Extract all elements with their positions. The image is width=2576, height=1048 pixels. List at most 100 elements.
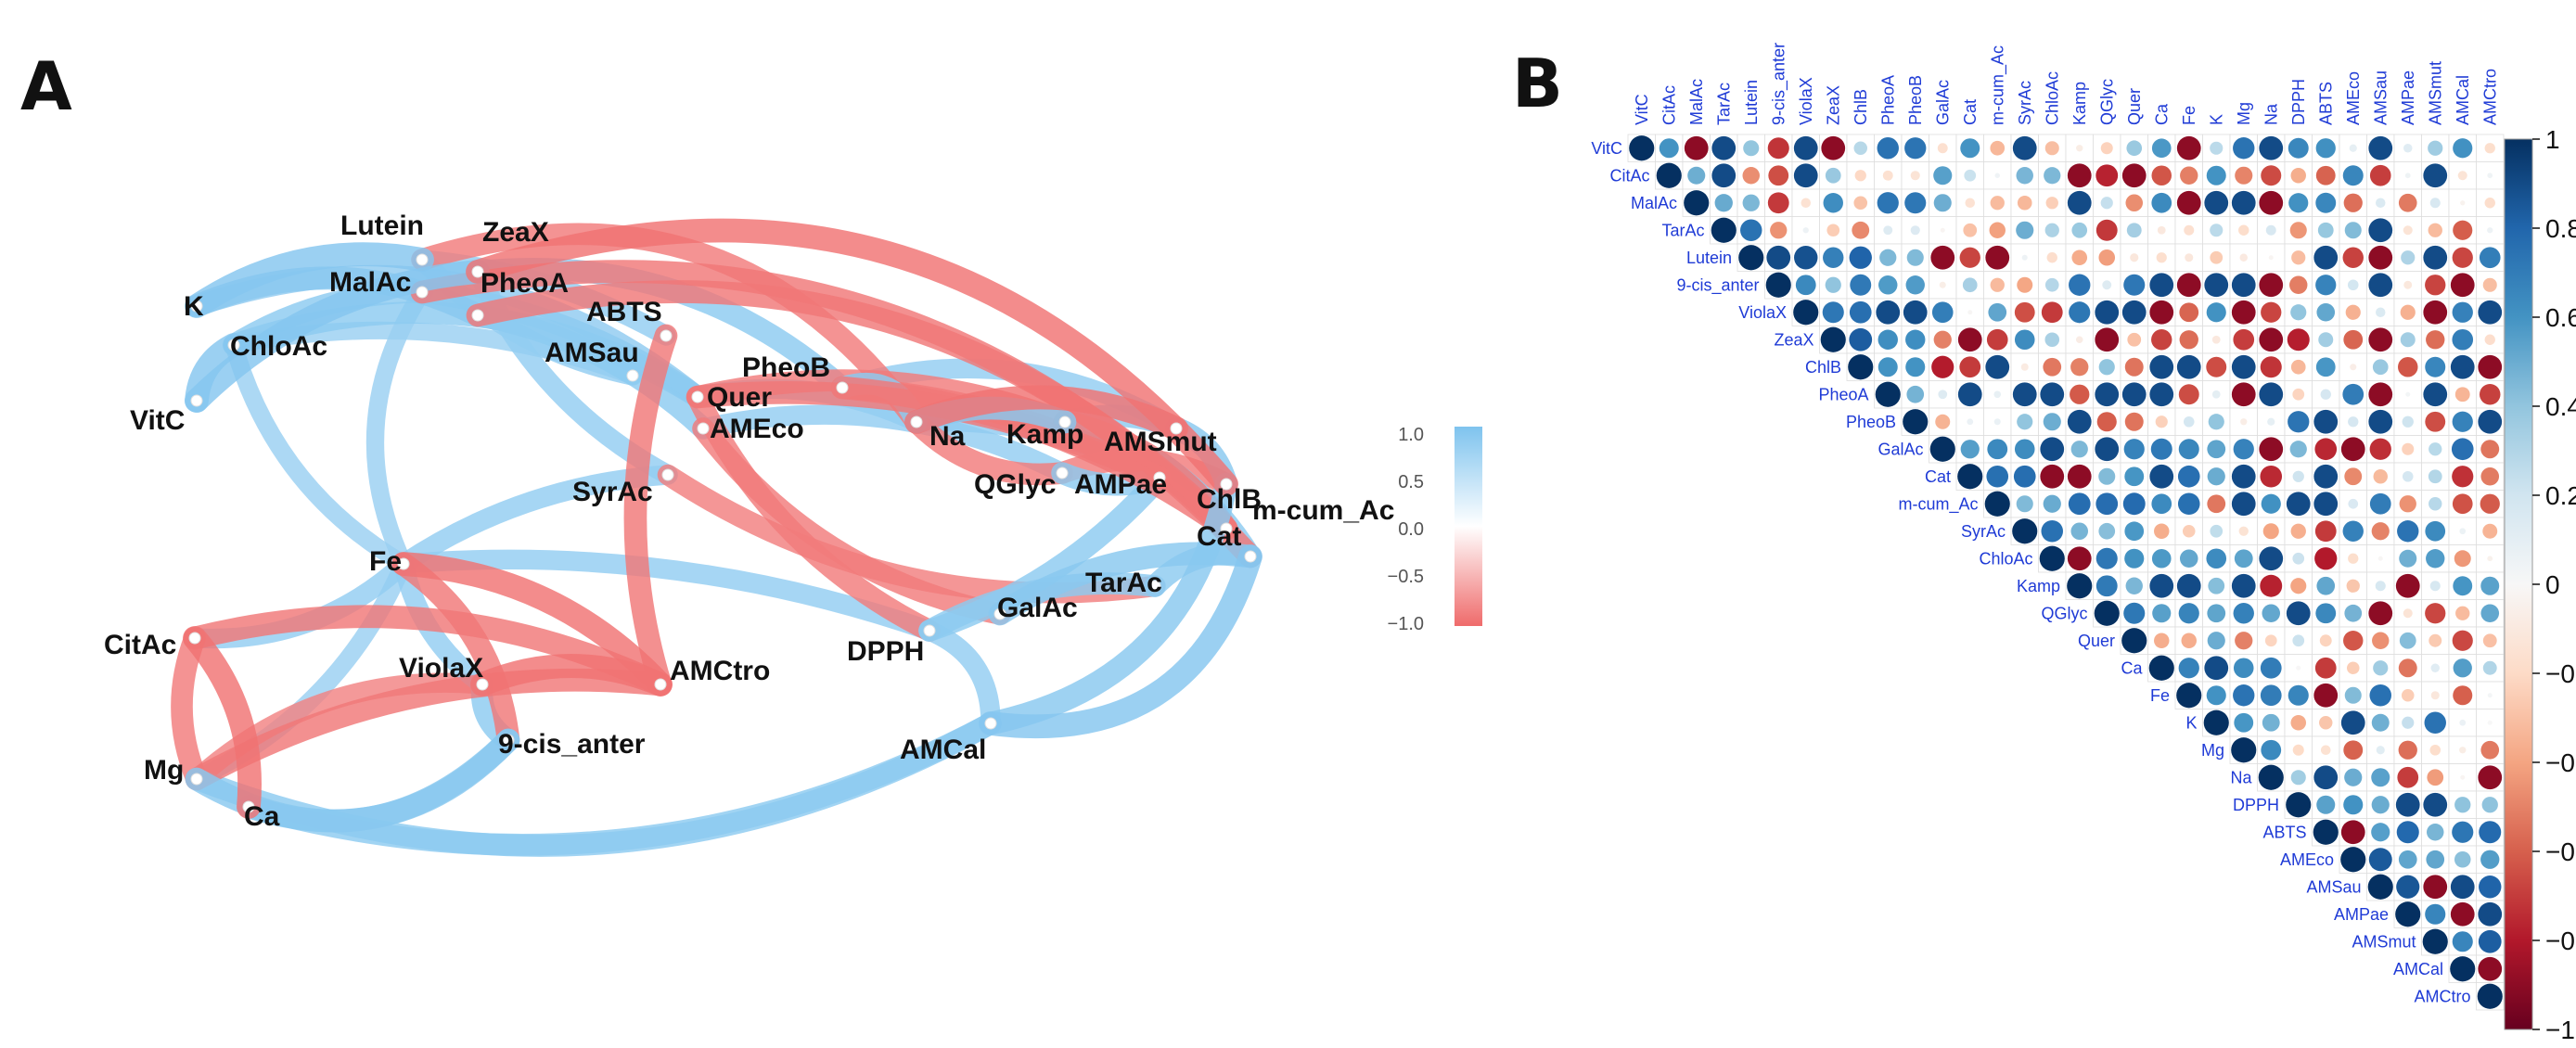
corr-dot-na-abts — [2313, 765, 2339, 790]
node-dot-syrac — [661, 468, 674, 481]
row-label-vitc: VitC — [1591, 139, 1622, 158]
corr-dot-pheoa-pheoa — [1875, 381, 1901, 407]
corr-dot-quer-ameco — [2343, 631, 2364, 651]
row-label-ameco: AMEco — [2280, 850, 2334, 869]
corr-dot-ca-ampae — [2398, 658, 2417, 678]
corr-dot-malac-ca — [2151, 192, 2172, 213]
corr-dot-citac-citac — [1656, 162, 1682, 188]
row-label-amctro: AMCtro — [2414, 987, 2470, 1005]
corr-dot-citac-violax — [1793, 163, 1818, 188]
corr-dot-galac-amctro — [2480, 440, 2500, 459]
edge-dpph-amcal — [919, 620, 1001, 734]
corr-dot-ca-k — [2204, 656, 2229, 681]
corr-dot-kamp-ca — [2149, 573, 2174, 598]
corr-dot-qglyc-amctro — [2480, 604, 2500, 623]
corr-dot-dpph-amctro — [2481, 797, 2498, 813]
row-label-mg: Mg — [2201, 741, 2224, 760]
colorbar-tick-label-7: −0.4 — [2545, 748, 2576, 777]
corr-dot-violax-pheoa — [1876, 300, 1901, 325]
col-label-dpph: DPPH — [2289, 79, 2308, 125]
corr-dot-amcal-amctro — [2478, 956, 2503, 981]
correlation-colorbar: 1 0.8 0.6 0.4 0.2 0 −0.2 −0.4 −0.6 −0.8 −1 — [2504, 125, 2576, 1044]
corr-dot-tarac-tarac — [1711, 217, 1737, 243]
corr-dot-kamp-mg — [2231, 573, 2256, 598]
corr-dot-na-amcal — [2460, 774, 2466, 780]
corr-dot-9-cis-anter-fe — [2176, 273, 2201, 298]
corr-dot-dpph-dpph — [2286, 792, 2312, 818]
corr-dot-citac-amsau — [2369, 164, 2391, 186]
corr-dot-violax-abts — [2316, 302, 2336, 322]
corr-dot-ca-amsau — [2373, 660, 2389, 676]
corr-dot-kamp-qglyc — [2095, 575, 2118, 597]
corr-dot-tarac-amsau — [2368, 218, 2393, 243]
corr-dot-k-amcal — [2459, 719, 2467, 726]
row-label-citac: CitAc — [1609, 166, 1649, 185]
corr-dot-kamp-ampae — [2395, 573, 2420, 598]
edge-color-legend: 1.0 0.5 0.0 −0.5 −1.0 — [1388, 425, 1482, 634]
corr-dot-pheoa-m-cum-ac — [1993, 390, 2002, 399]
colorbar-tick-label-4: 0.2 — [2545, 481, 2576, 510]
corr-dot-zeax-zeax — [1820, 326, 1846, 352]
corr-dot-violax-amctro — [2478, 300, 2503, 325]
corr-dot-chlb-pheob — [1905, 357, 1926, 377]
corr-dot-syrac-ameco — [2342, 520, 2364, 542]
corr-dot-ampae-amctro — [2478, 901, 2503, 927]
corr-dot-k-dpph — [2290, 714, 2307, 731]
node-label-abts: ABTS — [586, 297, 662, 327]
corr-dot-chlb-k — [2206, 356, 2227, 377]
corr-dot-9-cis-anter-cat — [1962, 277, 1978, 293]
col-label-ca: Ca — [2152, 103, 2171, 125]
node-dot-citac — [188, 632, 201, 645]
edge-legend-tick-3: −0.5 — [1388, 567, 1424, 587]
corr-dot-pheoa-ameco — [2342, 383, 2365, 405]
node-dot-cat — [1220, 522, 1233, 535]
colorbar-tick-label-10: −1 — [2545, 1016, 2575, 1044]
corr-dot-chlb-quer — [2124, 357, 2144, 377]
corr-dot-lutein-qglyc — [2098, 249, 2116, 266]
row-label-fe: Fe — [2150, 686, 2170, 705]
row-label-quer: Quer — [2078, 632, 2115, 650]
corr-dot-vitc-lutein — [1743, 140, 1760, 157]
corr-dot-lutein-9-cis-anter — [1766, 245, 1791, 270]
corr-dot-9-cis-anter-zeax — [1825, 276, 1841, 293]
corr-dot-chloac-na — [2259, 546, 2284, 571]
corr-dot-vitc-cat — [1960, 138, 1980, 159]
corr-dot-amsau-amsmut — [2423, 875, 2448, 900]
edge-lutein-na — [411, 223, 928, 433]
corr-dot-zeax-fe — [2179, 330, 2198, 350]
corr-dot-cat-fe — [2177, 465, 2200, 488]
corr-dot-citac-amsmut — [2423, 163, 2448, 188]
node-dot-k — [190, 300, 203, 313]
corr-dot-pheob-dpph — [2288, 411, 2310, 433]
corr-dot-galac-ampae — [2402, 442, 2415, 455]
corr-dot-ca-amcal — [2453, 658, 2472, 678]
corr-dot-lutein-ampae — [2401, 250, 2416, 265]
correlation-panel: B VitC CitAc MalAc TarAc Lutein 9-cis_anter Vi… — [1512, 43, 2576, 1044]
corr-dot-malac-pheoa — [1877, 192, 1899, 214]
corr-dot-malac-chloac — [2045, 197, 2058, 210]
corr-dot-abts-abts — [2313, 819, 2339, 845]
corr-dot-violax-zeax — [1822, 301, 1844, 324]
corr-dot-pheoa-amsau — [2368, 382, 2393, 407]
corr-dot-malac-ampae — [2398, 193, 2417, 212]
node-label-amsau: AMSau — [545, 338, 639, 368]
corr-dot-chlb-kamp — [2070, 358, 2089, 377]
corr-dot-citac-mg — [2235, 166, 2253, 185]
edge-zeax-chlb — [466, 218, 1238, 496]
corr-dot-tarac-abts — [2317, 222, 2334, 238]
corr-dot-lutein-syrac — [2021, 254, 2028, 261]
corr-dot-zeax-amcal — [2452, 328, 2474, 351]
corr-dot-galac-na — [2259, 437, 2284, 462]
corr-dot-abts-ameco — [2340, 820, 2365, 845]
corr-dot-galac-syrac — [2014, 439, 2035, 460]
corr-dot-vitc-mg — [2233, 137, 2255, 160]
corr-dot-pheoa-na — [2259, 382, 2284, 407]
corr-dot-pheob-amsmut — [2425, 411, 2446, 432]
node-dot-na — [910, 415, 923, 428]
corr-dot-citac-amctro — [2487, 173, 2493, 179]
node-label-pheoa: PheoA — [481, 268, 569, 299]
edge-ameco-qglyc — [693, 404, 1072, 483]
corr-dot-m-cum-ac-ameco — [2348, 498, 2359, 509]
corr-dot-pheoa-amcal — [2454, 387, 2470, 403]
corr-dot-pheob-na — [2267, 417, 2275, 426]
